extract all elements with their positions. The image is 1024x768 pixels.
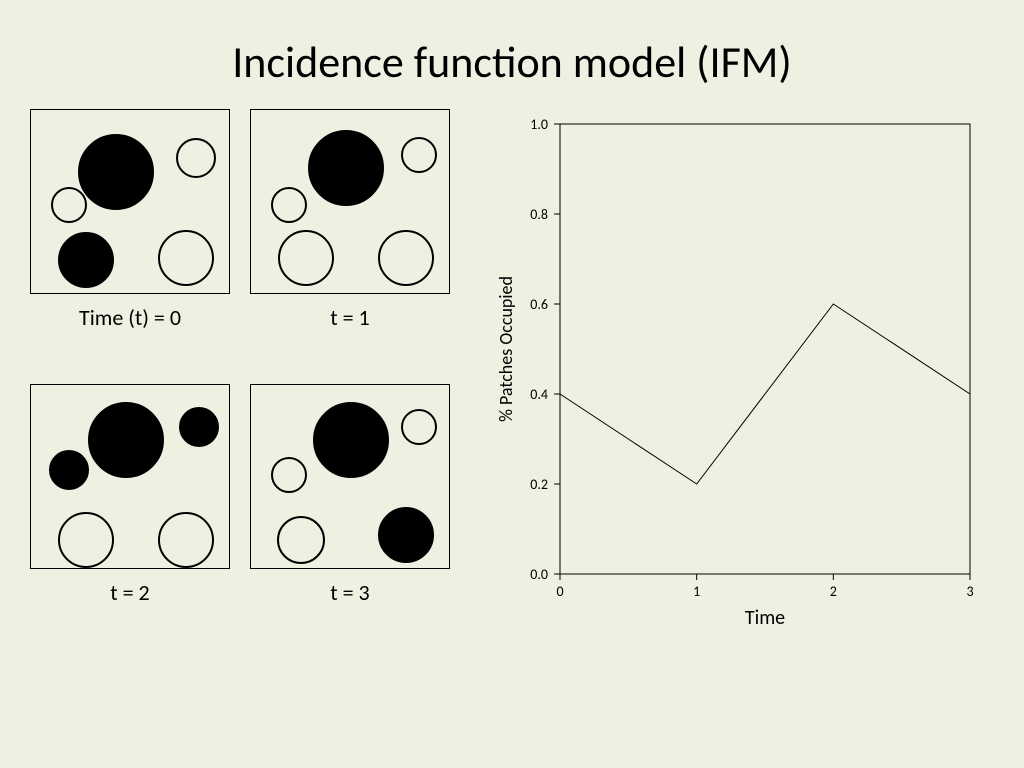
panel-group-t2: t = 2 <box>30 384 230 639</box>
data-line <box>560 304 970 484</box>
panel-label-t2: t = 2 <box>110 579 149 606</box>
x-tick-label: 2 <box>830 583 837 600</box>
panel-label-t0: Time (t) = 0 <box>79 304 181 331</box>
patch-circle <box>308 130 384 206</box>
x-tick-label: 1 <box>693 583 700 600</box>
patch-circle <box>158 230 214 286</box>
y-tick-label: 1.0 <box>530 116 548 133</box>
patch-circle <box>58 512 114 568</box>
y-tick-label: 0.0 <box>530 566 548 583</box>
panel-group-t1: t = 1 <box>250 109 450 364</box>
y-axis-label: % Patches Occupied <box>495 276 517 422</box>
y-tick-label: 0.6 <box>530 296 548 313</box>
slide-title: Incidence function model (IFM) <box>0 0 1024 109</box>
patch-circle <box>78 134 154 210</box>
panel-label-t3: t = 3 <box>330 579 369 606</box>
patch-panel-t3 <box>250 384 450 569</box>
patch-circle <box>313 402 389 478</box>
panels-grid: Time (t) = 0 t = 1 t = 2 t = 3 <box>30 109 450 639</box>
panel-group-t0: Time (t) = 0 <box>30 109 230 364</box>
patch-circle <box>401 137 437 173</box>
patch-circle <box>378 230 434 286</box>
x-axis-label: Time <box>745 606 785 630</box>
patch-circle <box>51 187 87 223</box>
y-tick-label: 0.2 <box>530 476 548 493</box>
patch-circle <box>378 507 434 563</box>
line-chart: 0 1 2 3 0.0 0.2 0.4 0.6 0.8 1.0 Time % Patches Occu… <box>490 109 990 639</box>
patch-circle <box>271 187 307 223</box>
patch-circle <box>158 512 214 568</box>
patch-circle <box>58 232 114 288</box>
patch-circle <box>88 402 164 478</box>
patch-circle <box>278 230 334 286</box>
y-tick-label: 0.4 <box>530 386 548 403</box>
x-tick-label: 3 <box>966 583 973 600</box>
panel-group-t3: t = 3 <box>250 384 450 639</box>
x-tick-label: 0 <box>556 583 563 600</box>
patch-circle <box>277 516 325 564</box>
patch-panel-t1 <box>250 109 450 294</box>
patch-circle <box>271 457 307 493</box>
patch-circle <box>401 409 437 445</box>
y-tick-label: 0.8 <box>530 206 548 223</box>
patch-circle <box>176 138 216 178</box>
content-area: Time (t) = 0 t = 1 t = 2 t = 3 0 1 2 3 0.0 0.2 0.… <box>0 109 1024 639</box>
patch-circle <box>179 407 219 447</box>
panel-label-t1: t = 1 <box>330 304 369 331</box>
patch-panel-t2 <box>30 384 230 569</box>
patch-panel-t0 <box>30 109 230 294</box>
patch-circle <box>49 450 89 490</box>
chart-container: 0 1 2 3 0.0 0.2 0.4 0.6 0.8 1.0 Time % Patches Occu… <box>450 109 994 639</box>
